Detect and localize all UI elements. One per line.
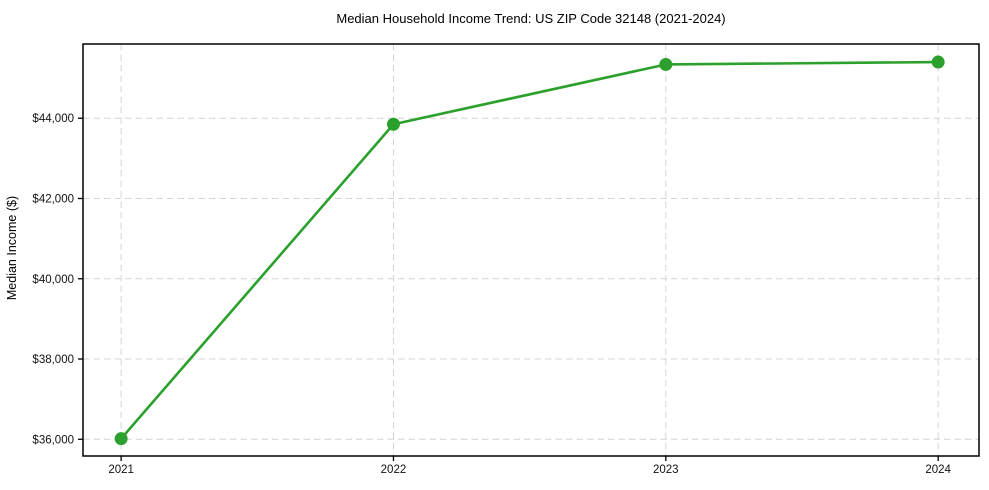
x-tick-label: 2023 xyxy=(653,464,679,476)
x-tick-label: 2021 xyxy=(108,464,134,476)
chart-title: Median Household Income Trend: US ZIP Co… xyxy=(336,11,725,26)
data-series xyxy=(114,55,945,446)
y-tick-label: $36,000 xyxy=(32,434,74,446)
y-tick-label: $44,000 xyxy=(32,113,74,125)
trend-line xyxy=(119,60,940,440)
data-point-2023 xyxy=(659,57,673,71)
data-point-2021 xyxy=(114,432,128,446)
data-point-2024 xyxy=(931,55,945,69)
y-tick-label: $40,000 xyxy=(32,274,74,286)
gridlines xyxy=(83,44,979,456)
x-tick-label: 2022 xyxy=(381,464,407,476)
y-axis-label: Median Income ($) xyxy=(5,196,19,300)
tick-labels: 2021 2022 2023 2024 $36,000 $38,000 $40,000 $42… xyxy=(32,113,951,476)
y-tick-label: $42,000 xyxy=(32,193,74,205)
axes xyxy=(78,43,980,461)
x-tick-label: 2024 xyxy=(925,464,951,476)
y-tick-label: $38,000 xyxy=(32,354,74,366)
data-point-2022 xyxy=(386,117,400,131)
plot-border xyxy=(82,43,980,457)
